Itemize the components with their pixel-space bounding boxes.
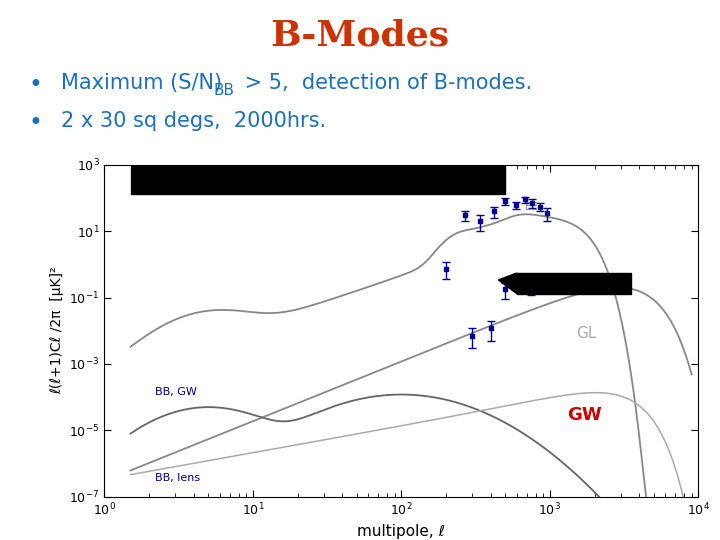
Text: •: • xyxy=(29,111,42,134)
Y-axis label: ℓ(ℓ+1)Cℓ /2π  [μK]²: ℓ(ℓ+1)Cℓ /2π [μK]² xyxy=(50,267,64,395)
Text: Maximum (S/N): Maximum (S/N) xyxy=(61,73,222,93)
Text: 2 x 30 sq degs,  2000hrs.: 2 x 30 sq degs, 2000hrs. xyxy=(61,111,326,131)
Text: GW: GW xyxy=(567,406,602,423)
Text: GL: GL xyxy=(576,327,596,341)
Text: EE: EE xyxy=(525,201,539,212)
Polygon shape xyxy=(498,273,517,294)
Text: •: • xyxy=(29,73,42,97)
Text: BB, lens: BB, lens xyxy=(156,473,200,483)
Text: BB: BB xyxy=(214,83,235,98)
Text: BB, GW: BB, GW xyxy=(156,387,197,396)
Bar xyxy=(130,165,505,194)
Text: B-Modes: B-Modes xyxy=(271,19,449,53)
Bar xyxy=(517,273,631,294)
Text: > 5,  detection of B-modes.: > 5, detection of B-modes. xyxy=(238,73,533,93)
X-axis label: multipole, ℓ: multipole, ℓ xyxy=(357,524,446,539)
